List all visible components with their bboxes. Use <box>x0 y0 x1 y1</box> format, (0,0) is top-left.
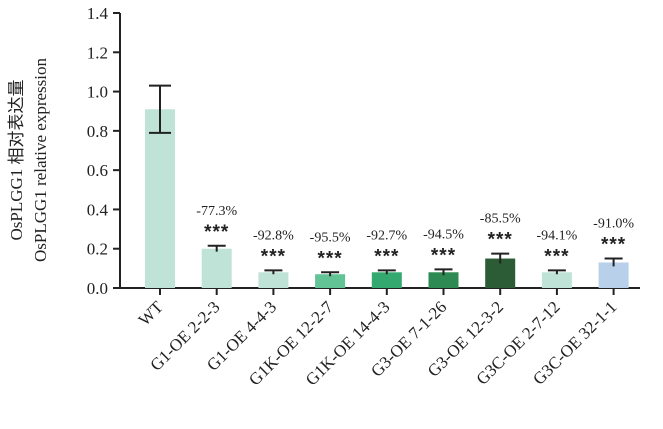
bars <box>145 109 629 288</box>
error-bars <box>149 84 623 277</box>
significance-label: *** <box>488 230 513 251</box>
bar <box>541 272 572 288</box>
y-tick-label: 0.2 <box>87 240 108 259</box>
bar <box>201 248 232 288</box>
significance-label: *** <box>374 246 399 267</box>
percent-change-label: -92.8% <box>253 228 294 243</box>
y-axis-label: OsPLGG1 相对表达量 OsPLGG1 relative expressio… <box>7 58 50 262</box>
percent-change-label: -92.7% <box>366 228 407 243</box>
percent-change-label: -77.3% <box>196 204 237 219</box>
significance-label: *** <box>261 246 286 267</box>
y-axis-label-english: OsPLGG1 relative expression <box>31 58 50 262</box>
percent-change-label: -94.5% <box>423 227 464 242</box>
y-ticks: 0.0 0.2 0.4 0.6 0.8 1.0 1.2 1.4 <box>87 4 120 298</box>
y-tick-label: 1.2 <box>87 43 108 62</box>
bar <box>371 272 402 288</box>
y-tick-label: 0.6 <box>87 161 108 180</box>
bar <box>428 272 459 288</box>
y-axis-label-chinese: OsPLGG1 相对表达量 <box>7 79 26 240</box>
bar <box>258 272 289 288</box>
x-tick-label: WT <box>135 297 168 330</box>
annotations: *** -77.3% *** -92.8% *** -95.5% *** -92.7% *** -… <box>196 204 634 270</box>
y-tick-label: 0.4 <box>87 200 109 219</box>
percent-change-label: -95.5% <box>310 230 351 245</box>
significance-label: *** <box>431 245 456 266</box>
bar <box>315 274 346 288</box>
y-tick-label: 1.4 <box>87 4 109 23</box>
significance-label: *** <box>601 235 626 256</box>
bar <box>598 262 629 288</box>
y-tick-label: 0.8 <box>87 122 108 141</box>
significance-label: *** <box>204 222 229 243</box>
y-tick-label: 1.0 <box>87 83 108 102</box>
percent-change-label: -85.5% <box>480 212 521 227</box>
bar <box>145 109 175 288</box>
significance-label: *** <box>544 246 569 267</box>
percent-change-label: -91.0% <box>593 217 634 232</box>
percent-change-label: -94.1% <box>536 228 577 243</box>
significance-label: *** <box>318 248 343 269</box>
y-tick-label: 0.0 <box>87 279 108 298</box>
